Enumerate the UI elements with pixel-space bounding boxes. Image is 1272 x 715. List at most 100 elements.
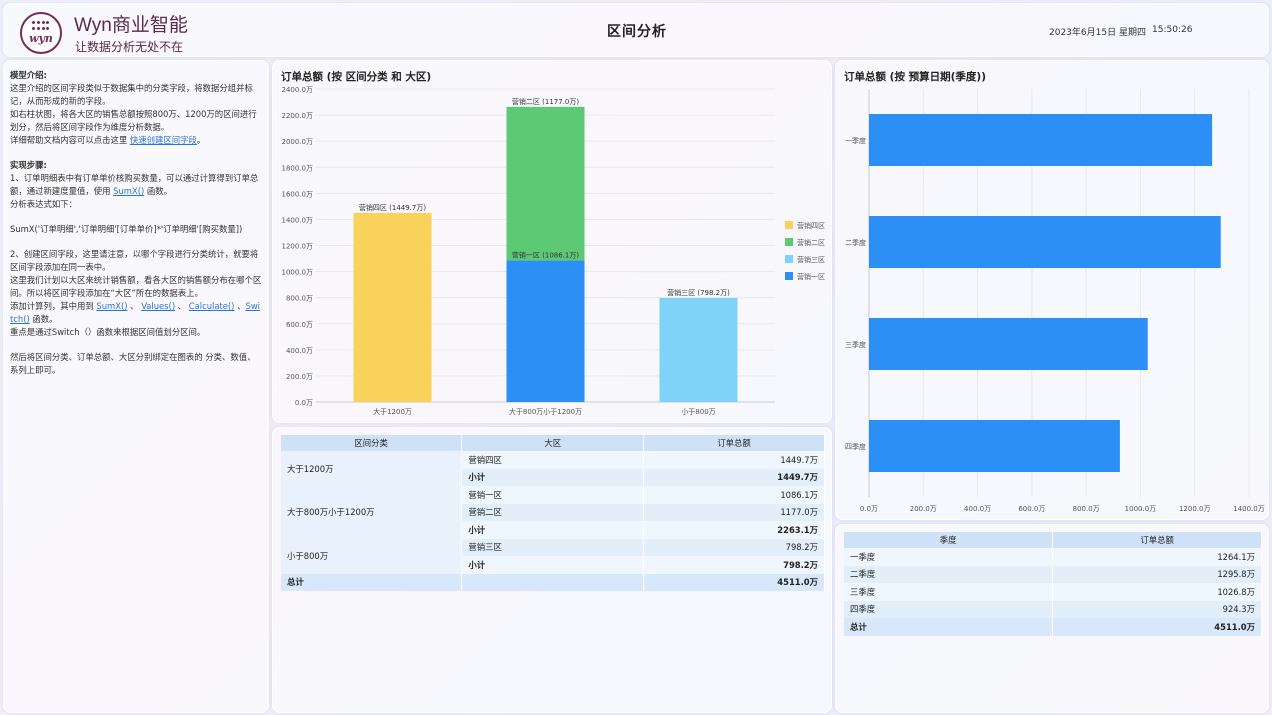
intro-formula: SumX('订单明细','订单明细'[订单单价]*'订单明细'[购买数量]) — [10, 224, 243, 234]
data-label: 营销一区 (1086.1万) — [512, 250, 579, 259]
values-link[interactable]: Values() — [141, 301, 176, 311]
table-row: 二季度 1295.8万 — [844, 565, 1262, 583]
range-cell: 小于800万 — [281, 538, 463, 574]
stacked-bar-chart: 0.0万 200.0万 400.0万 600.0万 800.0万 1000.0万 1200.… — [282, 86, 826, 416]
brand-name: Wyn商业智能 — [74, 15, 188, 36]
subtotal-cell: 2263.1万 — [643, 521, 825, 539]
intro-step-3: 这里我们计划以大区来统计销售额，看各大区的销售额分布在哪个区间。所以将区间字段添… — [10, 275, 262, 298]
x-tick-label: 0.0万 — [860, 505, 878, 513]
y-tick-label: 1400.0万 — [282, 216, 314, 224]
column-header[interactable]: 季度 — [844, 532, 1054, 548]
column-header[interactable]: 订单总额 — [643, 435, 825, 451]
column-header[interactable]: 区间分类 — [281, 435, 463, 451]
y-tick-label: 1200.0万 — [282, 243, 314, 251]
total-label: 总计 — [844, 618, 1054, 636]
logo-text: wyn — [29, 32, 53, 45]
amount-cell: 1264.1万 — [1052, 548, 1262, 566]
range-cell: 大于1200万 — [281, 451, 463, 486]
intro-step-4: 添加计算列，其中用到 SumX() 、 Values() 、 Calculate… — [10, 301, 260, 324]
y-tick-label: 1800.0万 — [282, 164, 314, 172]
y-tick-label: 2400.0万 — [282, 86, 314, 94]
data-label: 营销三区 (798.2万) — [667, 288, 730, 297]
intro-step-6: 然后将区间分类、订单总额、大区分别绑定在图表的 分类、数值、系列上即可。 — [10, 352, 256, 375]
y-tick-label: 2200.0万 — [282, 112, 314, 120]
bar — [869, 216, 1221, 268]
column-header[interactable]: 大区 — [461, 435, 645, 451]
x-tick-label: 大于1200万 — [373, 407, 412, 416]
subtotal-label: 小计 — [461, 521, 645, 539]
page-title: 区间分析 — [607, 24, 667, 40]
y-tick-label: 400.0万 — [286, 347, 313, 355]
table-row: 大于800万小于1200万 营销一区 1086.1万 — [281, 486, 825, 539]
legend-swatch — [785, 238, 793, 246]
amount-cell: 924.3万 — [1052, 600, 1262, 618]
amount-cell: 1177.0万 — [643, 503, 825, 521]
range-cell: 大于800万小于1200万 — [281, 486, 463, 539]
legend-label: 营销四区 — [797, 221, 825, 230]
bar — [869, 114, 1213, 166]
legend-label: 营销二区 — [797, 238, 825, 247]
x-tick-label: 1400.0万 — [1233, 505, 1265, 513]
total-row: 总计 4511.0万 — [281, 573, 825, 591]
header-time: 15:50:26 — [1152, 25, 1193, 35]
intro-panel: 模型介绍: 这里介绍的区间字段类似于数据集中的分类字段，将数据分组并标记，从而形… — [3, 60, 269, 713]
y-tick-label: 二季度 — [845, 238, 866, 247]
sumx-link[interactable]: SumX() — [113, 186, 145, 196]
intro-heading-steps: 实现步骤: — [10, 160, 47, 170]
range-table: 区间分类 大区 订单总额 大于1200万 营销四区 1449.7万 小计 144… — [281, 435, 825, 591]
y-tick-label: 800.0万 — [286, 295, 313, 303]
help-link-create-range-field[interactable]: 快速创建区间字段 — [129, 135, 197, 145]
column-header[interactable]: 订单总额 — [1052, 532, 1262, 548]
intro-paragraph: 这里介绍的区间字段类似于数据集中的分类字段，将数据分组并标记，从而形成的新的字段… — [10, 83, 253, 106]
table-row: 小于800万 营销三区 798.2万 — [281, 538, 825, 574]
table-row: 小计 2263.1万 — [281, 521, 825, 539]
horizontal-bar-chart-panel: 订单总额 (按 预算日期(季度)) 0.0万 200.0万 400.0万 600.0万… — [835, 60, 1269, 520]
total-row: 总计 4511.0万 — [844, 618, 1262, 636]
x-tick-label: 400.0万 — [964, 505, 991, 513]
amount-cell: 1295.8万 — [1052, 565, 1262, 583]
horizontal-bar-chart: 0.0万 200.0万 400.0万 600.0万 800.0万 1000.0万 1200.… — [845, 89, 1265, 513]
stacked-bar-chart-panel: 订单总额 (按 区间分类 和 大区) 0.0万 200.0万 400.0万 600.0… — [272, 60, 832, 423]
quarter-cell: 四季度 — [844, 600, 1054, 618]
legend-label: 营销一区 — [797, 272, 825, 281]
amount-cell: 1086.1万 — [643, 486, 825, 504]
bar — [869, 318, 1148, 370]
range-table-panel: 区间分类 大区 订单总额 大于1200万 营销四区 1449.7万 小计 144… — [272, 427, 832, 713]
table-row: 营销二区 1177.0万 — [281, 503, 825, 521]
amount-cell: 1026.8万 — [1052, 583, 1262, 601]
bar-segment — [659, 297, 738, 402]
x-tick-label: 1000.0万 — [1125, 505, 1157, 513]
y-tick-label: 200.0万 — [286, 373, 313, 381]
brand-slogan: 让数据分析无处不在 — [75, 40, 184, 54]
y-tick-label: 三季度 — [845, 340, 866, 349]
intro-heading-model: 模型介绍: — [10, 70, 47, 80]
bar-segment — [353, 212, 432, 402]
intro-paragraph: 详细帮助文档内容可以点击这里 快速创建区间字段。 — [10, 135, 206, 145]
y-tick-label: 一季度 — [845, 136, 866, 145]
y-tick-label: 四季度 — [845, 442, 866, 451]
chart-title: 订单总额 (按 区间分类 和 大区) — [281, 71, 432, 83]
quarter-cell: 二季度 — [844, 565, 1054, 583]
subtotal-cell: 798.2万 — [643, 556, 825, 574]
calculate-link[interactable]: Calculate() — [188, 301, 235, 311]
amount-cell: 1449.7万 — [643, 451, 825, 469]
legend-swatch — [785, 272, 793, 280]
region-cell: 营销四区 — [461, 451, 645, 469]
y-tick-label: 600.0万 — [286, 321, 313, 329]
region-cell: 营销一区 — [461, 486, 645, 504]
bar-segment — [506, 260, 585, 402]
header-date: 2023年6月15日 星期四 — [1049, 28, 1146, 38]
table-row: 小计 1449.7万 — [281, 468, 825, 486]
chart-title: 订单总额 (按 预算日期(季度)) — [844, 71, 987, 83]
switch-link[interactable]: Switch() — [10, 301, 260, 324]
bar — [869, 420, 1120, 472]
x-tick-label: 大于800万小于1200万 — [509, 407, 582, 416]
data-label: 营销二区 (1177.0万) — [512, 97, 579, 106]
y-tick-label: 1000.0万 — [282, 269, 314, 277]
legend-swatch — [785, 221, 793, 229]
sumx-link[interactable]: SumX() — [96, 301, 128, 311]
table-row: 一季度 1264.1万 — [844, 548, 1262, 566]
data-label: 营销四区 (1449.7万) — [359, 203, 426, 212]
subtotal-label: 小计 — [461, 556, 645, 574]
table-row: 大于1200万 营销四区 1449.7万 — [281, 451, 825, 486]
